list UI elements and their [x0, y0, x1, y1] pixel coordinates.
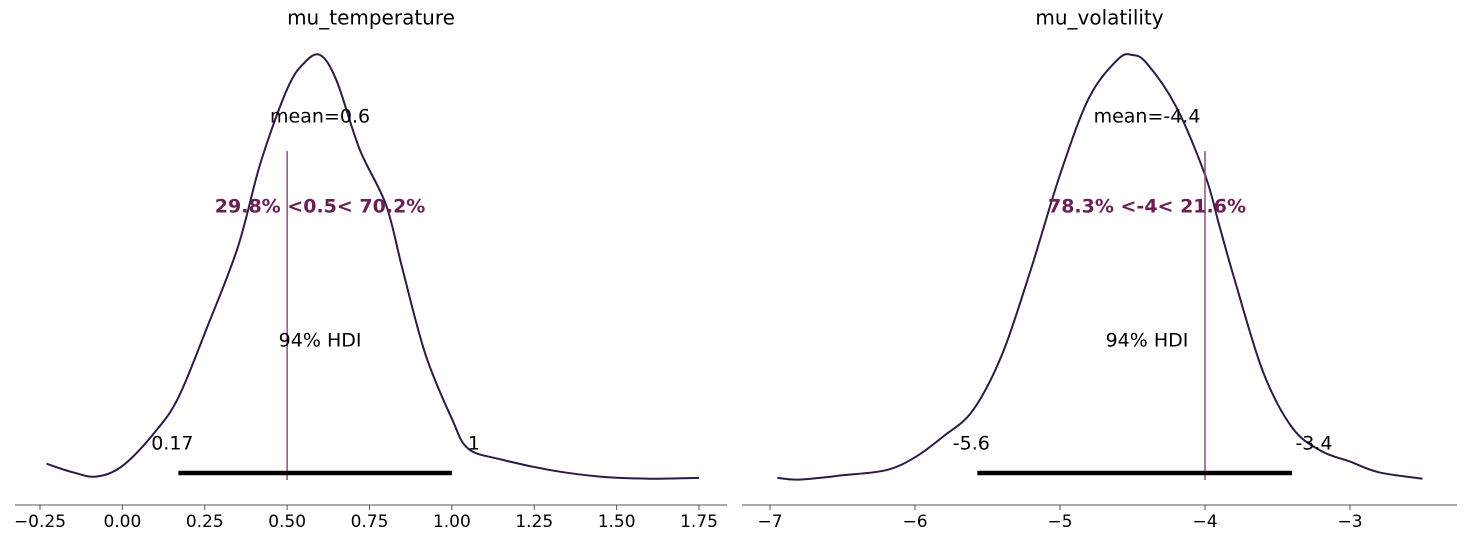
- chart-title: mu_volatility: [1035, 6, 1163, 30]
- density-curve: [47, 54, 699, 479]
- x-tick-label: 1.75: [680, 512, 718, 532]
- x-tick-label: 0.25: [186, 512, 224, 532]
- x-tick-label: −6: [902, 512, 927, 532]
- chart-title: mu_temperature: [287, 6, 455, 30]
- panel-mu-temperature: mu_temperature −0.25 0.00 0.25 0.50 0.75 1.00 1…: [14, 6, 727, 533]
- x-tick-label: −0.25: [14, 512, 66, 532]
- x-tick-label: 0.75: [351, 512, 389, 532]
- mean-label: mean=0.6: [270, 106, 370, 128]
- panel-mu-volatility: mu_volatility −7 −6 −5 −4 −3 mean=-4.4 78.3% <-…: [742, 6, 1457, 533]
- hdi-lower-label: -5.6: [953, 433, 990, 455]
- reference-probability-label: 29.8% <0.5< 70.2%: [215, 196, 426, 218]
- mean-label: mean=-4.4: [1094, 106, 1201, 128]
- reference-probability-label: 78.3% <-4< 21.6%: [1048, 196, 1246, 218]
- hdi-upper-label: 1: [468, 433, 480, 455]
- x-tick-label: 0.50: [268, 512, 306, 532]
- x-tick-label: 1.25: [515, 512, 553, 532]
- x-tick-label: 1.50: [598, 512, 636, 532]
- x-tick-label: −4: [1192, 512, 1217, 532]
- hdi-label: 94% HDI: [279, 330, 362, 352]
- x-tick-label: −5: [1047, 512, 1072, 532]
- hdi-upper-label: -3.4: [1295, 433, 1332, 455]
- x-tick-label: 1.00: [433, 512, 471, 532]
- x-tick-label: −7: [757, 512, 782, 532]
- hdi-lower-label: 0.17: [151, 433, 193, 455]
- x-tick-label: 0.00: [103, 512, 141, 532]
- hdi-label: 94% HDI: [1106, 330, 1189, 352]
- x-tick-label: −3: [1337, 512, 1362, 532]
